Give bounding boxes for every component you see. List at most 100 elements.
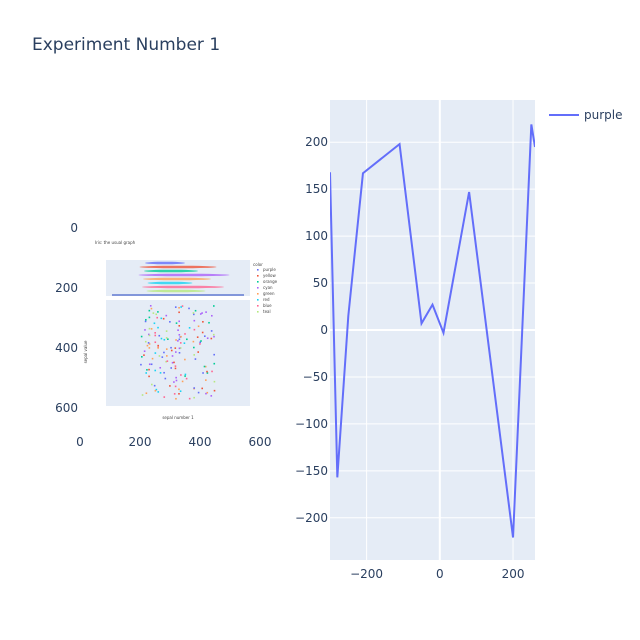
embedded-scatter-point [180, 374, 182, 376]
embedded-scatter-point [205, 379, 207, 381]
embedded-scatter-point [148, 327, 151, 330]
embedded-x-axis-label: sepal number 1 [162, 415, 194, 420]
embedded-legend-marker [257, 287, 259, 289]
embedded-scatter-point [193, 346, 195, 349]
embedded-scatter-point [170, 346, 172, 349]
embedded-scatter-point [140, 363, 142, 366]
embedded-scatter-point [148, 368, 150, 371]
embedded-scatter-point [202, 372, 204, 374]
embedded-scatter-point [180, 335, 182, 338]
embedded-scatter-point [154, 332, 156, 334]
embedded-scatter-point [157, 391, 160, 393]
embedded-scatter-point [165, 314, 168, 317]
legend-label-purple[interactable]: purple [584, 108, 623, 122]
image-x-tick-label: 400 [189, 435, 212, 449]
embedded-scatter-point [177, 329, 179, 331]
embedded-scatter-point [193, 387, 196, 389]
embedded-scatter-point [179, 342, 182, 344]
embedded-scatter-point [192, 312, 195, 314]
embedded-scatter-point [145, 372, 148, 374]
embedded-scatter-point [178, 320, 181, 323]
y-tick-label: 0 [320, 323, 328, 337]
embedded-scatter-point [210, 330, 213, 332]
embedded-marginal-strip [145, 261, 185, 265]
embedded-scatter-point [205, 392, 207, 395]
embedded-scatter-point [169, 385, 171, 387]
embedded-legend-label: cyan [263, 285, 273, 290]
embedded-scatter-point [161, 356, 164, 358]
embedded-scatter-point [174, 306, 177, 308]
embedded-scatter-point [157, 326, 159, 329]
embedded-scatter-point [196, 336, 199, 338]
image-y-tick-label: 400 [55, 341, 78, 355]
embedded-scatter-point [162, 317, 165, 320]
embedded-scatter-point [180, 306, 182, 308]
embedded-marginal-strip [147, 281, 193, 285]
embedded-scatter-point [175, 339, 177, 341]
embedded-legend-label: red [263, 297, 270, 302]
embedded-scatter-point [145, 392, 148, 395]
embedded-scatter-point [153, 322, 156, 325]
embedded-scatter-point [201, 331, 204, 334]
embedded-scatter-point [184, 375, 186, 377]
embedded-scatter-point [146, 344, 149, 347]
embedded-scatter-point [213, 389, 216, 392]
embedded-scatter-point [157, 347, 159, 349]
embedded-scatter-point [181, 380, 184, 383]
embedded-marginal-strip [144, 269, 198, 273]
embedded-legend-marker [257, 281, 259, 283]
embedded-scatter-point [158, 334, 161, 337]
x-tick-label: 200 [502, 567, 525, 581]
embedded-scatter-point [158, 355, 161, 357]
embedded-y-axis-label: sepal value [83, 340, 88, 363]
embedded-scatter-point [150, 363, 153, 366]
y-tick-label: −100 [295, 417, 328, 431]
embedded-scatter-point [184, 373, 187, 376]
embedded-legend-marker [257, 299, 259, 301]
embedded-scatter-point [154, 341, 157, 344]
embedded-scatter-point [157, 311, 159, 313]
embedded-scatter-point [175, 379, 178, 382]
image-x-tick-label: 200 [129, 435, 152, 449]
embedded-scatter-point [178, 388, 180, 391]
embedded-scatter-point [171, 361, 174, 364]
embedded-scatter-point [154, 334, 157, 337]
embedded-scatter-point [186, 338, 188, 341]
embedded-scatter-point [203, 335, 206, 337]
embedded-scatter-point [193, 313, 195, 316]
embedded-scatter-point [173, 381, 175, 383]
y-tick-label: 200 [305, 135, 328, 149]
embedded-scatter-point [211, 370, 213, 373]
embedded-scatter-point [177, 340, 179, 342]
embedded-scatter-point [178, 306, 180, 309]
x-tick-label: −200 [350, 567, 383, 581]
embedded-scatter-point [193, 354, 196, 356]
embedded-scatter-point [183, 342, 186, 344]
embedded-scatter-point [155, 313, 158, 316]
embedded-scatter-point [148, 375, 150, 378]
embedded-scatter-point [179, 347, 182, 349]
embedded-legend-label: teal [263, 309, 271, 314]
embedded-scatter-point [178, 338, 181, 341]
embedded-scatter-point [143, 354, 145, 356]
embedded-scatter-point [205, 311, 207, 313]
embedded-scatter-point [192, 340, 195, 343]
embedded-scatter-point [199, 313, 202, 315]
embedded-scatter-point [167, 338, 169, 341]
embedded-scatter-point [210, 337, 213, 340]
embedded-scatter-point [143, 350, 146, 353]
embedded-scatter-point [163, 351, 165, 354]
embedded-scatter-point [166, 355, 168, 357]
embedded-scatter-point [141, 394, 144, 396]
embedded-scatter-point [149, 305, 152, 307]
embedded-scatter-point [178, 392, 180, 395]
embedded-scatter-point [156, 316, 159, 319]
embedded-legend-marker [257, 293, 259, 295]
embedded-scatter-point [153, 384, 156, 387]
y-tick-label: 50 [313, 276, 328, 290]
embedded-marginal-strip [146, 289, 206, 293]
embedded-scatter-point [193, 396, 195, 399]
embedded-scatter-point [173, 361, 175, 364]
embedded-scatter-point [165, 360, 167, 363]
embedded-legend-label: orange [263, 279, 278, 284]
